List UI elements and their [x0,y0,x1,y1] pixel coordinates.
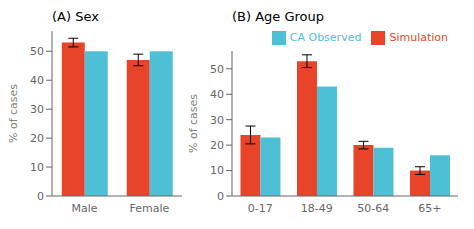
svg-text:40: 40 [30,74,44,87]
html-text:(A) Sex: (A) Sex [52,9,99,24]
svg-text:% of cases: % of cases [8,84,20,143]
svg-text:10: 10 [210,164,224,177]
svg-text:0: 0 [217,190,224,203]
html-text:CA Observed: CA Observed [289,31,362,44]
svg-text:30: 30 [210,114,224,127]
svg-text:0-17: 0-17 [248,202,273,215]
html-text:(B) Age Group: (B) Age Group [232,9,325,24]
svg-text:50: 50 [210,63,224,76]
svg-text:50: 50 [30,45,44,58]
svg-text:65+: 65+ [418,202,441,215]
svg-text:40: 40 [210,88,224,101]
svg-text:0: 0 [37,190,44,203]
svg-text:Male: Male [71,202,97,215]
svg-text:20: 20 [30,132,44,145]
svg-text:18-49: 18-49 [301,202,333,215]
svg-text:10: 10 [30,161,44,174]
svg-text:50-64: 50-64 [357,202,389,215]
svg-text:% of cases: % of cases [188,94,200,153]
html-text:Simulation: Simulation [389,31,448,44]
svg-text:Female: Female [130,202,170,215]
svg-text:20: 20 [210,139,224,152]
svg-text:30: 30 [30,103,44,116]
